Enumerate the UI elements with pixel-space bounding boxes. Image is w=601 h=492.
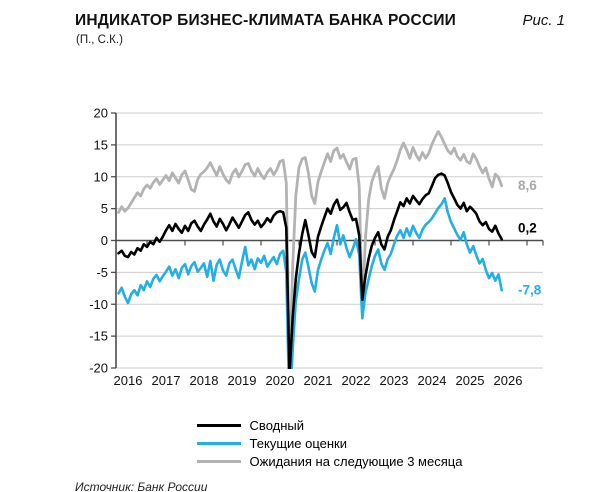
svg-text:15: 15: [94, 137, 108, 152]
svg-text:2020: 2020: [266, 373, 295, 388]
svg-text:2024: 2024: [418, 373, 447, 388]
legend-item-composite: Сводный: [196, 417, 463, 433]
end-value-label-expectations: 8,6: [518, 178, 537, 193]
source-note: Источник: Банк России: [75, 480, 208, 492]
chart-end-value-labels: 0,2 -7,8 8,6: [518, 178, 542, 298]
svg-text:-5: -5: [96, 265, 108, 280]
figure-number-label: Рис. 1: [522, 12, 565, 29]
legend-line-sample-expectations: [196, 459, 241, 463]
svg-text:2021: 2021: [304, 373, 333, 388]
end-value-label-current: -7,8: [518, 283, 542, 298]
svg-text:2016: 2016: [114, 373, 143, 388]
svg-text:-15: -15: [89, 329, 108, 344]
svg-text:-10: -10: [89, 297, 108, 312]
chart-axes: [111, 112, 544, 369]
series-line-expectations: [117, 130, 504, 369]
svg-text:0: 0: [101, 233, 108, 248]
legend-label-current-estimates: Текущие оценки: [249, 435, 348, 451]
figure-subtitle: (П., С.К.): [76, 34, 123, 46]
legend-label-composite: Сводный: [249, 417, 305, 433]
legend-line-sample-current-estimates: [196, 441, 241, 445]
figure-title: ИНДИКАТОР БИЗНЕС-КЛИМАТА БАНКА РОССИИ: [75, 12, 457, 29]
chart-legend: Сводный Текущие оценки Ожидания на следу…: [116, 417, 543, 469]
legend-label-expectations: Ожидания на следующие 3 месяца: [249, 453, 463, 469]
end-value-label-composite: 0,2: [518, 221, 537, 236]
chart-gridlines: [116, 112, 543, 369]
series-line-composite: [117, 172, 504, 369]
legend-item-expectations: Ожидания на следующие 3 месяца: [196, 453, 463, 469]
svg-text:2019: 2019: [228, 373, 257, 388]
svg-text:2022: 2022: [342, 373, 371, 388]
svg-text:2025: 2025: [456, 373, 485, 388]
legend-item-current-estimates: Текущие оценки: [196, 435, 463, 451]
chart-axis-labels: 20 15 10 5 0 -5 -10 -15 -20 2016 2017 2018 2019 2020 2…: [89, 106, 522, 389]
svg-text:5: 5: [101, 201, 108, 216]
svg-text:2026: 2026: [494, 373, 523, 388]
svg-text:10: 10: [94, 169, 108, 184]
series-line-current: [117, 197, 504, 369]
svg-text:2023: 2023: [380, 373, 409, 388]
svg-text:2017: 2017: [152, 373, 181, 388]
svg-text:2018: 2018: [190, 373, 219, 388]
svg-text:20: 20: [94, 106, 108, 121]
chart-series: [117, 130, 504, 369]
svg-text:-20: -20: [89, 361, 108, 376]
chart-svg: 20 15 10 5 0 -5 -10 -15 -20 2016 2017 2018 2019 2020 2…: [89, 106, 544, 389]
figure-header: ИНДИКАТОР БИЗНЕС-КЛИМАТА БАНКА РОССИИ Ри…: [75, 11, 565, 31]
legend-line-sample-composite: [196, 423, 241, 427]
